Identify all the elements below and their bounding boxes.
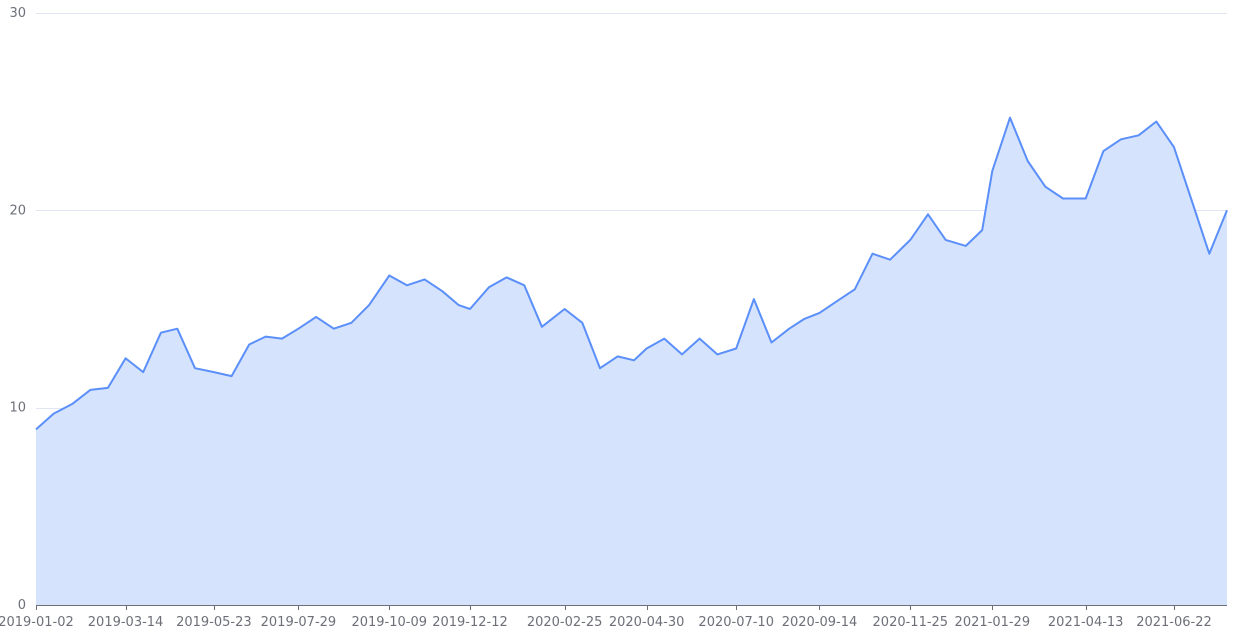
y-axis-labels: 0 10 20 30 <box>9 6 26 613</box>
y-tick-label: 20 <box>9 203 26 218</box>
x-tick-label: 2021-06-22 <box>1136 615 1212 630</box>
y-tick-label: 0 <box>18 598 26 613</box>
x-tick-label: 2020-04-30 <box>609 615 685 630</box>
x-tick-label: 2020-02-25 <box>527 615 603 630</box>
x-tick-label: 2019-07-29 <box>261 615 337 630</box>
x-tick-label: 2020-09-14 <box>782 615 858 630</box>
x-tick-label: 2019-12-12 <box>432 615 508 630</box>
series-line <box>35 116 1228 431</box>
x-tick-label: 2019-01-02 <box>0 615 74 630</box>
x-tick-label: 2019-03-14 <box>88 615 164 630</box>
x-tick-label: 2020-07-10 <box>698 615 774 630</box>
x-tick-label: 2021-01-29 <box>955 615 1031 630</box>
y-tick-label: 30 <box>9 6 26 21</box>
x-tick-label: 2019-10-09 <box>351 615 427 630</box>
x-axis-labels: 2019-01-02 2019-03-14 2019-05-23 2019-07-29… <box>0 615 1212 630</box>
x-tick-label: 2020-11-25 <box>873 615 949 630</box>
x-tick-label: 2019-05-23 <box>176 615 252 630</box>
series-area <box>36 117 1227 605</box>
y-tick-label: 10 <box>9 401 26 416</box>
x-axis-ticks <box>36 605 1175 610</box>
x-tick-label: 2021-04-13 <box>1048 615 1124 630</box>
